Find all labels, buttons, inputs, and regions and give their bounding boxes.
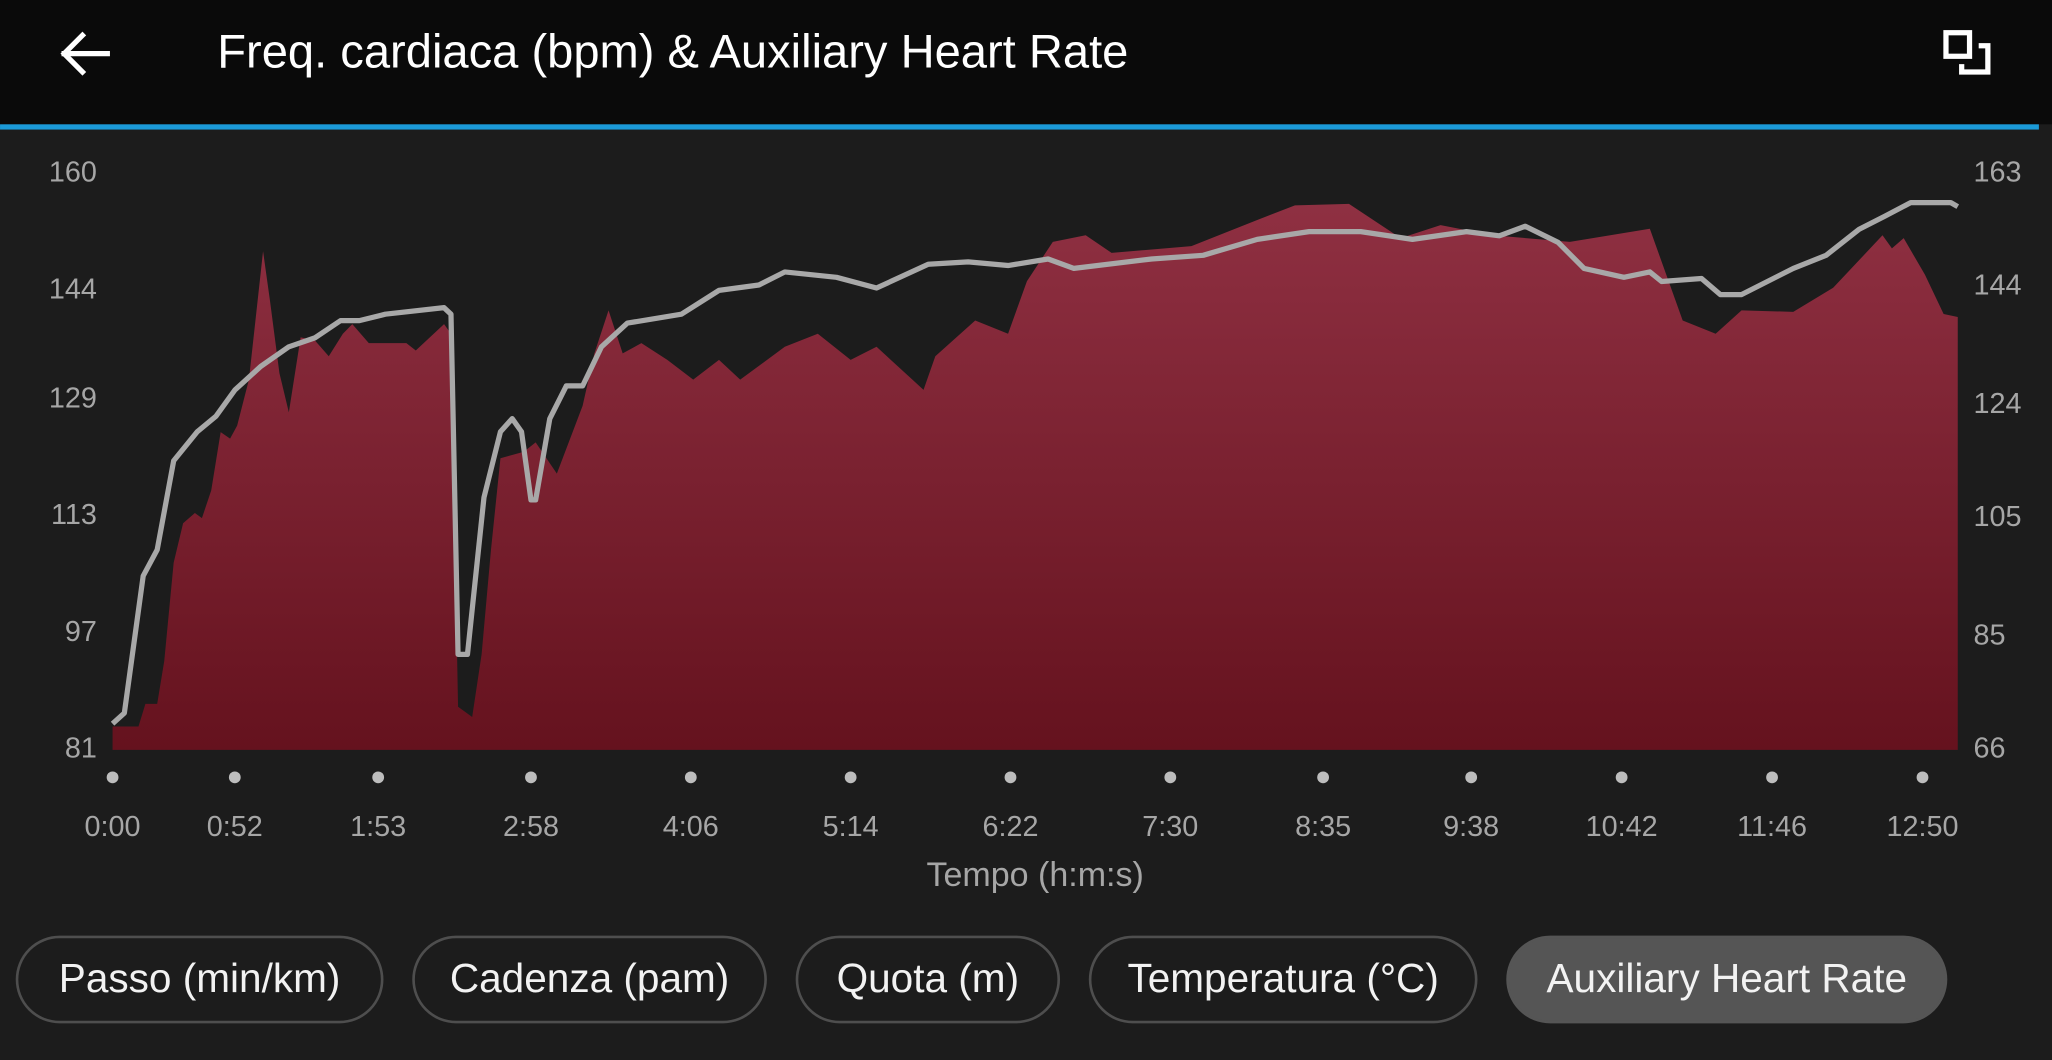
- x-tick-mark: [844, 771, 857, 784]
- x-tick-label: 11:46: [1737, 811, 1807, 843]
- x-tick-label: 7:30: [1142, 811, 1198, 843]
- x-tick-mark: [1317, 771, 1329, 784]
- x-tick-mark: [525, 771, 537, 784]
- x-tick-mark: [106, 771, 119, 784]
- y2-tick-label: 85: [1973, 620, 2005, 652]
- x-tick-mark: [1164, 771, 1177, 784]
- x-tick-mark: [228, 771, 241, 784]
- x-tick-mark: [1916, 771, 1929, 784]
- y-tick-label: 144: [49, 273, 97, 305]
- tab-button[interactable]: [1506, 935, 1948, 1024]
- x-tick-label: 1:53: [350, 811, 406, 843]
- back-button[interactable]: [60, 31, 110, 76]
- x-axis-label: Tempo (h:m:s): [926, 856, 1143, 894]
- x-tick-mark: [1615, 771, 1628, 784]
- x-tick-mark: [1766, 771, 1778, 784]
- app-bar: [0, 0, 2052, 125]
- tab-button[interactable]: [412, 935, 767, 1024]
- tab-bar: Passo (min/km) Cadenza (pam) Quota (m) Temp…: [15, 935, 1948, 1024]
- x-tick-mark: [1004, 771, 1017, 784]
- y-tick-label: 81: [65, 732, 97, 764]
- y-tick-label: 160: [49, 157, 97, 189]
- x-tick-label: 9:38: [1443, 811, 1499, 843]
- tab-label[interactable]: Auxiliary Heart Rate: [1547, 955, 1908, 1001]
- x-tick-label: 5:14: [823, 811, 879, 843]
- x-tick-mark: [1465, 771, 1478, 784]
- accent-line: [0, 124, 2039, 130]
- tab-button[interactable]: [795, 935, 1061, 1024]
- x-tick-label: 8:35: [1295, 811, 1351, 843]
- page-title: Freq. cardiaca (bpm) & Auxiliary Heart R…: [217, 24, 1128, 77]
- x-tick-label: 0:52: [207, 811, 263, 843]
- tab-label[interactable]: Cadenza (pam): [450, 955, 729, 1001]
- auxiliary-heart-rate-line: [110, 199, 1960, 726]
- x-tick-label: 12:50: [1886, 811, 1958, 843]
- y-tick-label: 129: [49, 383, 97, 415]
- heart-rate-area: [112, 203, 1958, 750]
- tab-label[interactable]: Quota (m): [837, 955, 1020, 1001]
- x-tick-label: 0:00: [85, 811, 141, 843]
- x-tick-label: 6:22: [982, 811, 1038, 843]
- y2-tick-label: 66: [1973, 732, 2005, 764]
- y2-tick-label: 144: [1973, 269, 2021, 301]
- x-tick-mark: [372, 771, 385, 784]
- y2-tick-label: 124: [1973, 388, 2021, 420]
- y2-tick-label: 105: [1973, 501, 2021, 533]
- plot: 81 97 113 129 144 160 66 85 105 124 144 163 0:00 0:52…: [49, 157, 2022, 894]
- tab-button[interactable]: [15, 935, 384, 1024]
- tab-label[interactable]: Passo (min/km): [59, 955, 341, 1001]
- x-tick-label: 10:42: [1586, 811, 1658, 843]
- y-tick-label: 113: [51, 499, 97, 531]
- x-tick-mark: [684, 771, 697, 784]
- x-tick-label: 2:58: [503, 811, 559, 843]
- tab-label[interactable]: Temperatura (°C): [1127, 955, 1438, 1001]
- y-tick-label: 97: [65, 616, 97, 648]
- x-tick-label: 4:06: [663, 811, 719, 843]
- tab-button[interactable]: [1088, 935, 1478, 1024]
- y2-tick-label: 163: [1973, 157, 2021, 189]
- fullscreen-button[interactable]: [1943, 30, 1991, 75]
